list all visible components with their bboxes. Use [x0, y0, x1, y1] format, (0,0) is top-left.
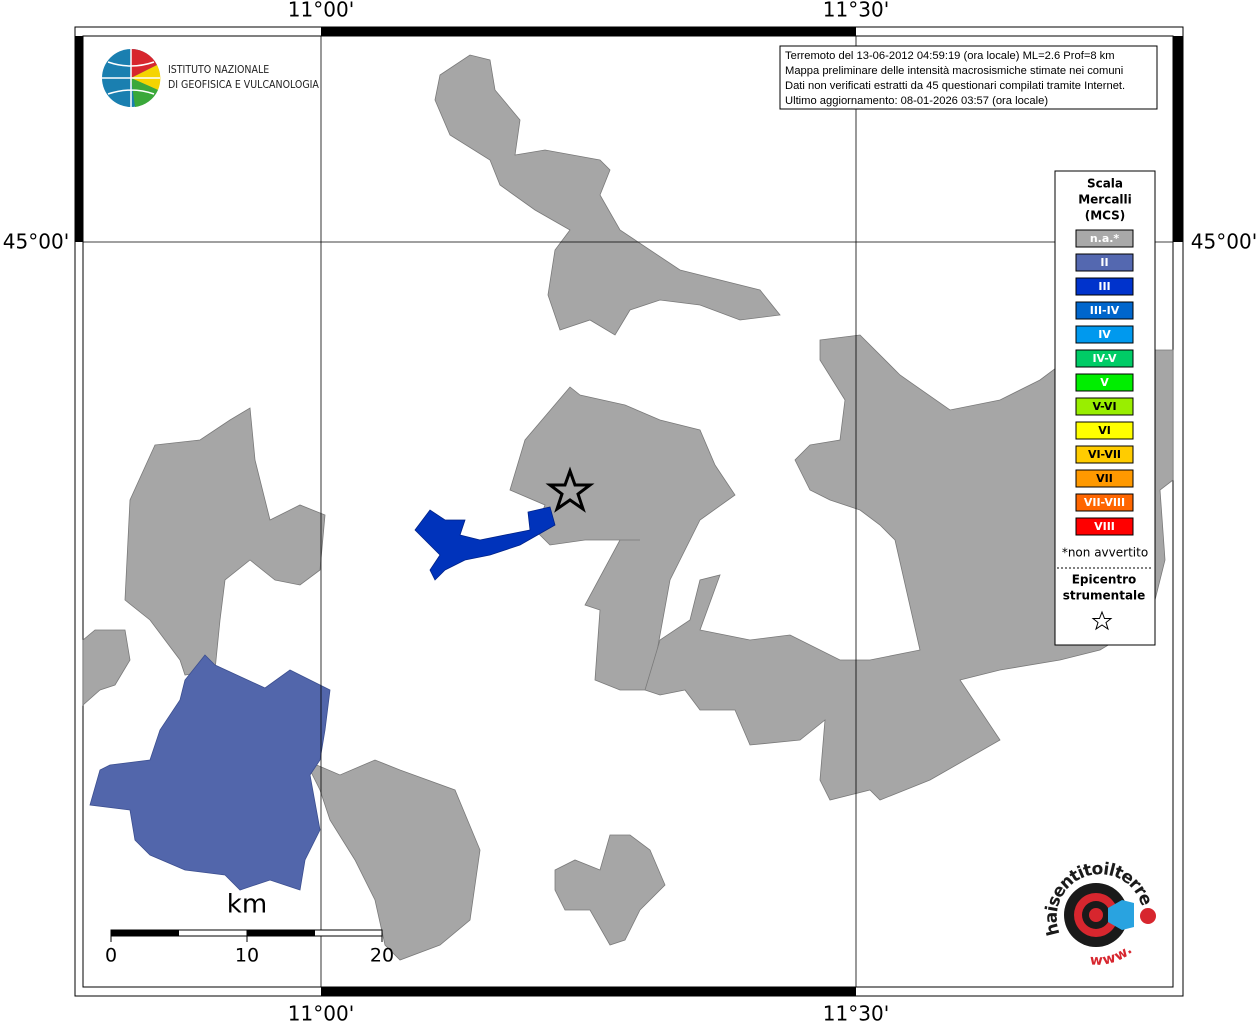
- scale-unit: km: [227, 890, 267, 920]
- info-line: Terremoto del 13-06-2012 04:59:19 (ora l…: [785, 50, 1115, 62]
- legend-swatch: [1075, 397, 1134, 416]
- legend-label: III-IV: [1090, 304, 1120, 317]
- legend-star: [1091, 610, 1113, 631]
- frame-bar: [1173, 36, 1183, 242]
- legend-swatch: [1075, 253, 1134, 272]
- scale-label: 10: [235, 945, 259, 967]
- municipality: [644, 334, 1174, 801]
- legend-title: Scala: [1087, 177, 1123, 191]
- municipality: [82, 629, 131, 706]
- legend-swatch: [1075, 349, 1134, 368]
- legend-title: Mercalli: [1078, 193, 1132, 207]
- legend-swatch: [1075, 517, 1134, 536]
- info-box: Terremoto del 13-06-2012 04:59:19 (ora l…: [779, 45, 1158, 110]
- axis-label: 11°00': [288, 1002, 354, 1025]
- municipality: [124, 407, 326, 676]
- logo-lines: [102, 49, 160, 107]
- legend-swatch: [1075, 373, 1134, 392]
- legend-label: V: [1100, 376, 1109, 389]
- hst-megaphone: [1108, 900, 1134, 930]
- scale-label: 0: [105, 945, 117, 967]
- municipality: [554, 834, 666, 946]
- municipality: [304, 759, 481, 961]
- legend-label: VI: [1098, 424, 1111, 437]
- scale-label: 20: [370, 945, 394, 967]
- legend-swatch: [1075, 325, 1134, 344]
- info-line: Mappa preliminare delle intensità macros…: [785, 65, 1123, 77]
- scale-segment: [247, 930, 315, 936]
- logo-wedge: [131, 78, 158, 107]
- legend-title: (MCS): [1085, 209, 1126, 223]
- scale-segment: [111, 930, 179, 936]
- info-box-frame: [779, 45, 1158, 110]
- legend-swatch: [1075, 229, 1134, 248]
- info-line: Dati non verificati estratti da 45 quest…: [785, 80, 1125, 92]
- municipality-iii: [414, 506, 556, 581]
- legend-label: VIII: [1094, 520, 1115, 533]
- legend-swatch: [1075, 469, 1134, 488]
- logo-text: DI GEOFISICA E VULCANOLOGIA: [168, 79, 319, 91]
- legend-label: VII-VIII: [1084, 496, 1125, 509]
- legend-swatch: [1075, 277, 1134, 296]
- legend-label: n.a.*: [1090, 232, 1120, 245]
- municipality-ii: [89, 654, 331, 891]
- axis-label: 11°30': [823, 1002, 889, 1025]
- info-line: Ultimo aggiornamento: 08-01-2026 03:57 (…: [785, 95, 1048, 107]
- legend-note: *non avvertito: [1062, 546, 1148, 560]
- axis-labels: 11°00' 11°30' 11°00' 11°30' 45°00' 45°00…: [3, 0, 1257, 1026]
- scale-bar: km 0 10 20: [105, 890, 394, 967]
- logo-wedge: [131, 48, 157, 78]
- legend: Scala Mercalli (MCS) *non avvertito Epic…: [1054, 170, 1156, 646]
- hst-badge: [1140, 908, 1156, 924]
- axis-label: 45°00': [1191, 230, 1257, 254]
- ingv-logo: ISTITUTO NAZIONALE DI GEOFISICA E VULCAN…: [102, 48, 319, 107]
- legend-swatch: [1075, 445, 1134, 464]
- legend-label: III: [1098, 280, 1110, 293]
- logo-text: ISTITUTO NAZIONALE: [168, 64, 269, 76]
- legend-label: IV-V: [1092, 352, 1117, 365]
- axis-label: 45°00': [3, 230, 69, 254]
- legend-swatch: [1075, 493, 1134, 512]
- legend-swatch: [1075, 421, 1134, 440]
- legend-label: V-VI: [1092, 400, 1116, 413]
- legend-label: VII: [1096, 472, 1113, 485]
- legend-epicenter: Epicentro: [1072, 573, 1137, 587]
- municipality: [434, 54, 781, 336]
- legend-label: IV: [1098, 328, 1111, 341]
- legend-swatch: [1075, 301, 1134, 320]
- legend-label: VI-VII: [1088, 448, 1121, 461]
- legend-epicenter: strumentale: [1063, 589, 1146, 603]
- regions: [82, 54, 1174, 961]
- frame-bar: [321, 987, 856, 996]
- frame-bar: [321, 27, 856, 36]
- legend-label: II: [1100, 256, 1108, 269]
- frame-bar: [75, 36, 83, 242]
- axis-label: 11°30': [823, 0, 889, 22]
- epicenter-star: [545, 466, 595, 513]
- hst-ring: [1089, 908, 1103, 922]
- axis-label: 11°00': [288, 0, 354, 22]
